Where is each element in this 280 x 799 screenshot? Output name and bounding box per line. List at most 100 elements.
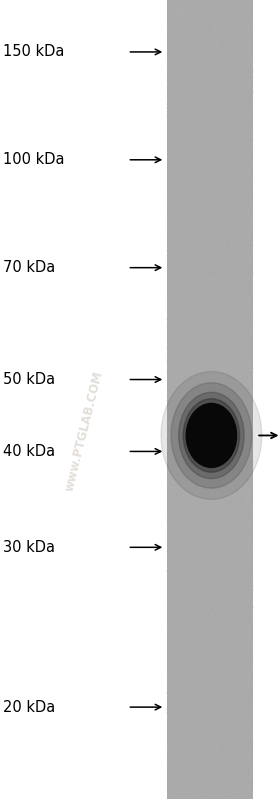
- Point: [170, 407, 174, 420]
- Point: [197, 139, 201, 152]
- Point: [225, 496, 229, 509]
- Point: [188, 433, 193, 446]
- Ellipse shape: [161, 372, 262, 499]
- Point: [209, 203, 214, 216]
- Point: [240, 730, 245, 743]
- Point: [199, 139, 204, 152]
- Point: [247, 553, 252, 566]
- Point: [233, 141, 238, 153]
- Point: [242, 361, 247, 374]
- Point: [235, 268, 239, 281]
- Point: [219, 754, 223, 767]
- Point: [176, 3, 180, 16]
- Point: [237, 74, 242, 86]
- Point: [203, 334, 207, 347]
- Point: [187, 779, 192, 792]
- Point: [178, 793, 183, 799]
- Point: [178, 177, 182, 190]
- Point: [220, 132, 224, 145]
- Point: [195, 714, 199, 727]
- Point: [224, 436, 229, 449]
- Point: [204, 161, 209, 173]
- Point: [224, 117, 228, 130]
- Point: [223, 497, 227, 510]
- Point: [189, 282, 194, 295]
- Point: [213, 422, 218, 435]
- Point: [182, 666, 186, 679]
- Point: [232, 283, 236, 296]
- Point: [184, 751, 189, 764]
- Point: [177, 291, 182, 304]
- Point: [184, 68, 188, 81]
- Point: [219, 779, 223, 792]
- Point: [213, 563, 217, 576]
- Point: [230, 650, 235, 662]
- Point: [208, 563, 212, 576]
- Point: [178, 486, 183, 499]
- Point: [169, 209, 173, 221]
- Point: [206, 691, 211, 704]
- Point: [239, 442, 243, 455]
- Point: [212, 443, 217, 455]
- Point: [218, 244, 223, 257]
- Point: [207, 288, 211, 300]
- Point: [179, 264, 183, 276]
- Point: [178, 1, 182, 14]
- Point: [186, 304, 191, 317]
- Point: [192, 566, 196, 579]
- Point: [195, 100, 199, 113]
- Point: [211, 1, 215, 14]
- Point: [176, 33, 180, 46]
- Point: [214, 322, 218, 335]
- Point: [212, 457, 216, 470]
- Point: [249, 572, 253, 585]
- Point: [188, 534, 192, 547]
- Point: [227, 718, 232, 731]
- Point: [181, 623, 185, 636]
- Point: [203, 65, 207, 78]
- Point: [216, 382, 221, 395]
- Point: [238, 29, 242, 42]
- Point: [194, 244, 199, 256]
- Point: [232, 145, 236, 157]
- Point: [214, 12, 219, 25]
- Point: [207, 409, 212, 422]
- Point: [189, 726, 194, 739]
- Point: [186, 691, 190, 704]
- Point: [179, 485, 184, 498]
- Point: [234, 494, 238, 507]
- Point: [221, 410, 226, 423]
- Point: [203, 133, 208, 145]
- Point: [222, 462, 226, 475]
- Point: [184, 366, 188, 379]
- Point: [169, 0, 174, 8]
- Point: [243, 209, 248, 222]
- Point: [208, 339, 212, 352]
- Point: [184, 229, 189, 242]
- Point: [228, 503, 232, 516]
- Point: [183, 18, 188, 31]
- Point: [179, 484, 184, 497]
- Point: [199, 610, 203, 623]
- Point: [197, 560, 202, 573]
- Point: [190, 45, 194, 58]
- Point: [184, 177, 188, 189]
- Point: [183, 132, 187, 145]
- Point: [239, 511, 244, 523]
- Point: [229, 459, 234, 472]
- Point: [243, 650, 248, 663]
- Point: [235, 443, 240, 455]
- Point: [230, 374, 234, 387]
- Point: [170, 552, 174, 565]
- Point: [194, 749, 199, 762]
- Point: [220, 391, 225, 403]
- Point: [246, 654, 250, 666]
- Point: [171, 250, 176, 263]
- Point: [235, 532, 240, 545]
- Point: [174, 169, 179, 182]
- Point: [232, 672, 237, 685]
- Point: [177, 779, 181, 792]
- Point: [214, 8, 219, 21]
- Point: [169, 620, 174, 633]
- Point: [248, 597, 252, 610]
